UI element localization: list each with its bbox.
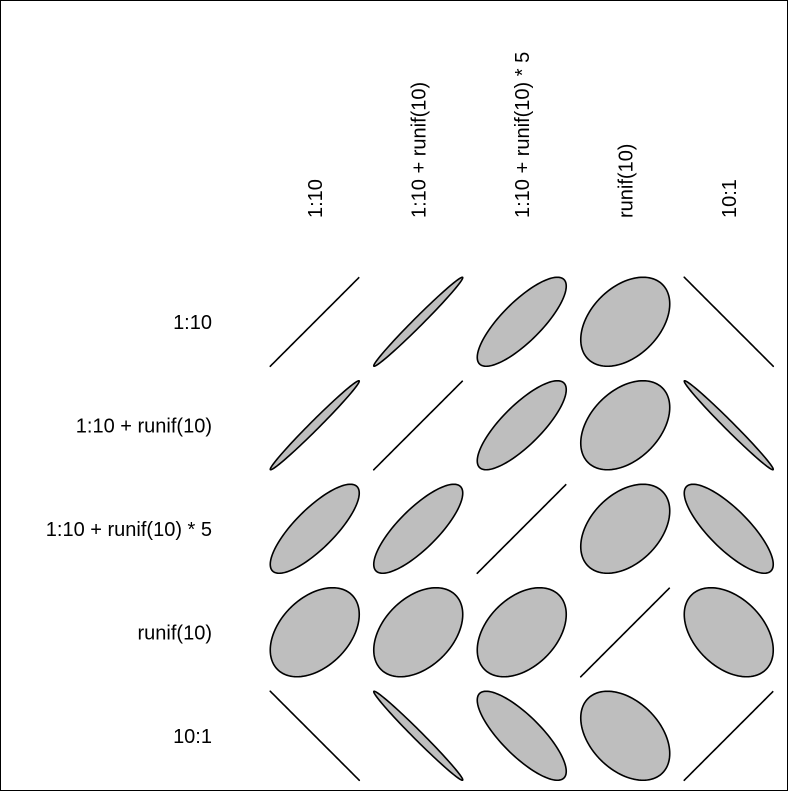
column-labels: 1:10 1:10 + runif(10) 1:10 + runif(10) * 5… — [305, 52, 741, 218]
ellipse-r3-c3 — [476, 483, 567, 575]
ellipse-r4-c5 — [683, 586, 775, 678]
ellipse-r4-c2 — [372, 586, 464, 678]
row-label-runif-10: runif(10) — [138, 622, 212, 644]
ellipse-r2-c5 — [683, 379, 775, 471]
ellipse-r1-c1 — [269, 276, 360, 368]
ellipse-r5-c1 — [269, 690, 361, 782]
ellipse-r2-c3 — [476, 379, 568, 471]
ellipse-r3-c2 — [372, 483, 464, 575]
column-label-10-1: 10:1 — [719, 179, 741, 218]
ellipse-r4-c4 — [579, 587, 671, 678]
ellipse-cells — [269, 276, 775, 782]
ellipse-r4-c1 — [269, 586, 361, 678]
row-label-1-10: 1:10 — [173, 312, 212, 334]
ellipse-r5-c3 — [476, 690, 568, 782]
row-label-1-10-runif-10-5: 1:10 + runif(10) * 5 — [46, 519, 212, 541]
row-label-1-10-runif-10: 1:10 + runif(10) — [76, 415, 212, 437]
ellipse-r2-c1 — [269, 379, 361, 471]
row-labels: 1:10 1:10 + runif(10) 1:10 + runif(10) * 5… — [46, 312, 212, 748]
ellipse-r5-c2 — [372, 690, 464, 782]
ellipse-r5-c5 — [683, 690, 774, 782]
ellipse-r1-c3 — [476, 276, 568, 368]
row-label-10-1: 10:1 — [173, 726, 212, 748]
ellipse-r5-c4 — [579, 690, 671, 782]
ellipse-r1-c4 — [579, 276, 671, 368]
column-label-1-10-runif-10-5: 1:10 + runif(10) * 5 — [512, 52, 534, 218]
ellipse-r3-c5 — [683, 483, 775, 575]
ellipse-r4-c3 — [476, 586, 568, 678]
column-label-1-10-runif-10: 1:10 + runif(10) — [408, 82, 430, 218]
ellipse-r1-c2 — [372, 276, 464, 368]
column-label-runif-10: runif(10) — [615, 144, 637, 218]
ellipse-r3-c1 — [269, 483, 361, 575]
column-label-1-10: 1:10 — [305, 179, 327, 218]
ellipse-r1-c5 — [683, 276, 775, 368]
ellipse-r2-c2 — [372, 380, 464, 471]
ellipse-r2-c4 — [579, 379, 671, 471]
ellipse-r3-c4 — [579, 483, 671, 575]
